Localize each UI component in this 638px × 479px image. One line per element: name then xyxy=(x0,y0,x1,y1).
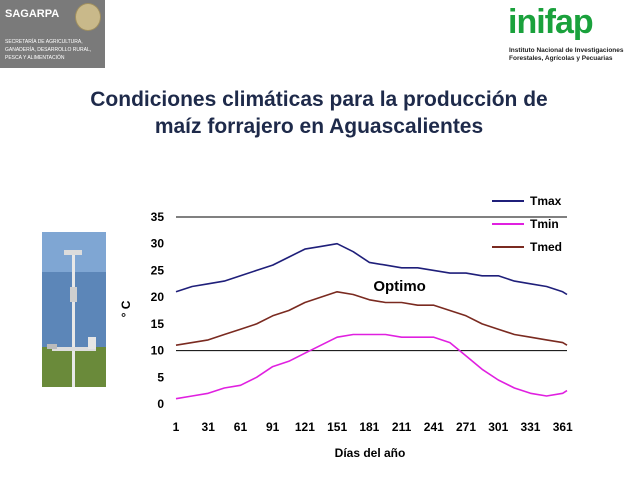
x-tick-label: 181 xyxy=(359,420,379,434)
x-tick-label: 331 xyxy=(520,420,540,434)
x-tick-label: 121 xyxy=(295,420,315,434)
series-line-tmed xyxy=(175,290,568,346)
y-tick-label: 10 xyxy=(151,344,165,358)
x-axis-label: Días del año xyxy=(335,446,406,460)
y-tick-label: 20 xyxy=(151,290,165,304)
y-tick-label: 25 xyxy=(151,263,165,277)
x-tick-label: 361 xyxy=(553,420,573,434)
y-tick-label: 0 xyxy=(157,397,164,411)
x-tick-label: 1 xyxy=(173,420,180,434)
legend-label-tmed: Tmed xyxy=(530,240,562,254)
legend-label-tmin: Tmin xyxy=(530,217,559,231)
y-tick-label: 30 xyxy=(151,237,165,251)
legend-label-tmax: Tmax xyxy=(530,194,562,208)
x-tick-label: 151 xyxy=(327,420,347,434)
x-tick-label: 31 xyxy=(202,420,216,434)
y-axis-label: ° C xyxy=(119,300,133,317)
inifap-subtitle: Instituto Nacional de Investigaciones Fo… xyxy=(509,47,624,62)
x-tick-label: 271 xyxy=(456,420,476,434)
series-line-tmin xyxy=(175,333,568,400)
sagarpa-subtitle: SECRETARÍA DE AGRICULTURA, GANADERÍA, DE… xyxy=(5,39,92,61)
x-tick-label: 211 xyxy=(392,420,412,434)
title-line-2: maíz forrajero en Aguascalientes xyxy=(154,115,484,138)
y-tick-label: 5 xyxy=(157,370,164,384)
title-line-1: Condiciones climáticas para la producció… xyxy=(90,88,548,111)
inifap-logo: inifap xyxy=(508,3,594,41)
x-tick-label: 301 xyxy=(488,420,508,434)
y-tick-label: 35 xyxy=(151,210,165,224)
sagarpa-logo: SAGARPA SECRETARÍA DE AGRICULTURA, GANAD… xyxy=(0,0,105,68)
y-tick-label: 15 xyxy=(151,317,165,331)
mexico-seal-icon xyxy=(75,3,101,31)
weather-station-photo xyxy=(42,232,106,387)
slide-title: Condiciones climáticas para la producció… xyxy=(0,86,638,140)
optimo-annotation: Optimo xyxy=(373,278,426,295)
x-tick-label: 241 xyxy=(424,420,444,434)
series-line-tmax xyxy=(175,242,568,296)
x-tick-label: 91 xyxy=(266,420,280,434)
sagarpa-name: SAGARPA xyxy=(5,8,60,20)
x-tick-label: 61 xyxy=(234,420,248,434)
